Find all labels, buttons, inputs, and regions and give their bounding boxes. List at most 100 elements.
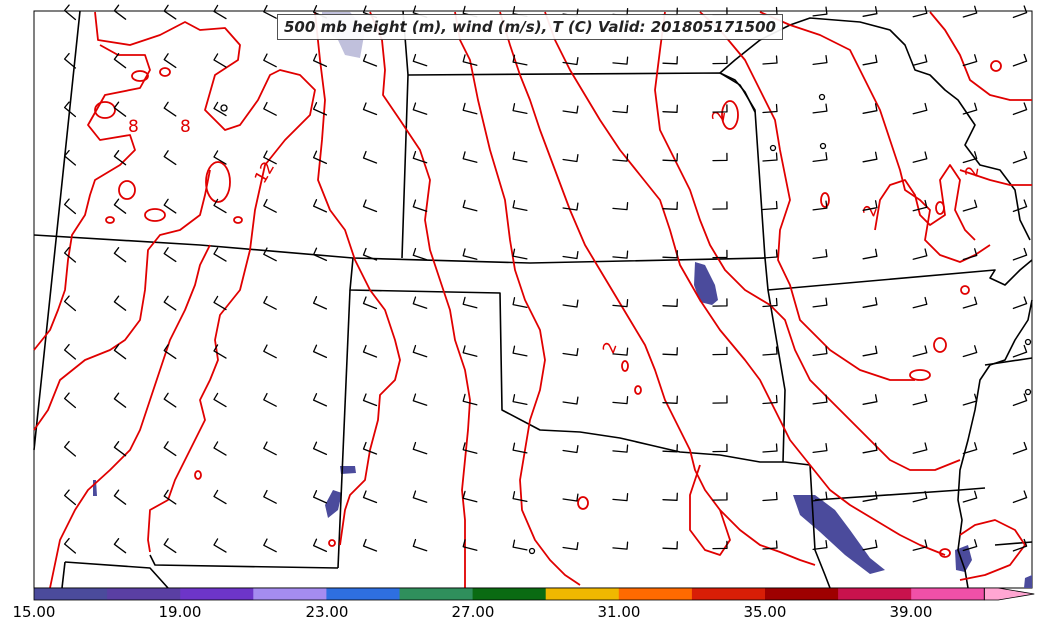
wind-barb xyxy=(812,55,828,66)
contour-label: 2 xyxy=(962,165,984,179)
contour-loop xyxy=(144,208,166,222)
wind-barb xyxy=(612,56,629,65)
contour-loop xyxy=(194,470,202,480)
wind-barb xyxy=(113,101,127,117)
wind-barb xyxy=(1012,5,1028,19)
wind-barb xyxy=(512,151,528,163)
wind-barb xyxy=(362,344,378,358)
wind-barb xyxy=(812,297,828,308)
contour-loop xyxy=(131,70,149,82)
wind-barb xyxy=(213,489,227,505)
wind-barb xyxy=(412,344,428,358)
wind-barb xyxy=(562,541,579,551)
wind-barb xyxy=(1012,538,1028,552)
wind-barb xyxy=(63,295,77,312)
contour-line xyxy=(689,464,731,556)
colorbar-tick-label: 15.00 xyxy=(13,603,56,621)
wind-barb xyxy=(362,538,378,552)
colorbar-tick-label: 39.00 xyxy=(890,603,933,621)
wind-barb xyxy=(113,53,127,69)
wind-barb xyxy=(163,4,177,20)
wind-barb xyxy=(163,150,177,166)
wind-barb xyxy=(662,104,678,113)
calm-marker xyxy=(220,104,228,112)
wind-barb xyxy=(263,150,277,165)
wind-barb xyxy=(912,539,928,551)
wind-barb xyxy=(812,103,828,114)
wind-barb xyxy=(562,444,579,454)
wind-barb xyxy=(512,491,528,503)
colorbar-segment xyxy=(107,588,181,600)
wind-barb xyxy=(662,395,678,404)
wind-barb xyxy=(213,4,227,20)
shade-region xyxy=(340,466,356,474)
wind-barb xyxy=(312,538,328,553)
colorbar-tick-label: 19.00 xyxy=(159,603,202,621)
wind-barb xyxy=(612,201,629,211)
wind-barb xyxy=(962,199,978,212)
wind-barbs xyxy=(63,4,1028,554)
colorbar-tick-labels: 15.00 19.00 23.00 27.00 31.00 35.00 39.0… xyxy=(13,603,933,621)
wind-barb xyxy=(912,442,928,454)
wind-barb xyxy=(312,441,328,456)
wind-barb xyxy=(113,441,127,457)
colorbar-tick-label: 23.00 xyxy=(306,603,349,621)
boundary-line xyxy=(809,464,831,589)
wind-barb xyxy=(562,493,579,502)
boundary-line xyxy=(957,299,1033,589)
wind-barb xyxy=(412,199,428,212)
wind-barb xyxy=(462,490,478,503)
contour-loop xyxy=(933,337,947,353)
contour-line xyxy=(959,519,1026,581)
contour-line xyxy=(544,11,946,556)
wind-barb xyxy=(712,346,728,356)
wind-barb xyxy=(962,296,978,309)
wind-barb xyxy=(612,444,629,453)
wind-barb xyxy=(662,444,678,453)
wind-barb xyxy=(412,393,428,406)
wind-barb xyxy=(762,200,778,211)
contour-label: 8 xyxy=(128,117,139,137)
wind-barb xyxy=(263,489,277,504)
wind-barb xyxy=(163,489,177,505)
wind-barb xyxy=(1012,344,1028,358)
wind-barb xyxy=(512,248,528,260)
wind-barb xyxy=(862,200,878,211)
wind-barb xyxy=(762,152,778,162)
wind-barb xyxy=(263,392,277,407)
wind-barb xyxy=(462,151,478,163)
wind-barb xyxy=(113,392,127,408)
wind-barb xyxy=(113,198,127,214)
wind-barb xyxy=(263,247,277,262)
wind-barb xyxy=(762,540,778,550)
boundary-line xyxy=(767,259,1033,291)
wind-barb xyxy=(712,540,728,550)
wind-barb xyxy=(362,441,378,455)
wind-barb xyxy=(712,201,728,210)
wind-barb xyxy=(812,443,828,454)
wind-barb xyxy=(412,296,428,309)
wind-barb xyxy=(512,200,528,212)
wind-barb xyxy=(163,295,177,311)
boundary-line xyxy=(984,357,1033,366)
wind-barb xyxy=(612,298,629,308)
wind-barb xyxy=(113,344,127,360)
wind-barb xyxy=(862,151,878,163)
wind-barb xyxy=(912,393,928,406)
wind-barb xyxy=(912,199,928,212)
colorbar-segment xyxy=(765,588,839,600)
wind-barb xyxy=(612,395,629,405)
wind-barb xyxy=(213,53,227,68)
wind-barb xyxy=(362,296,378,310)
wind-barb xyxy=(362,102,378,116)
colorbar-segment xyxy=(34,588,108,600)
colorbar-tick-label: 35.00 xyxy=(744,603,787,621)
contour-line xyxy=(454,11,581,586)
calm-marker xyxy=(1024,338,1032,346)
boundary-line xyxy=(349,257,811,466)
wind-barb xyxy=(63,4,77,21)
contour-loop xyxy=(205,161,231,203)
wind-barb xyxy=(213,295,227,311)
wind-barb xyxy=(63,343,77,360)
colorbar-extend-arrow xyxy=(983,587,1035,601)
